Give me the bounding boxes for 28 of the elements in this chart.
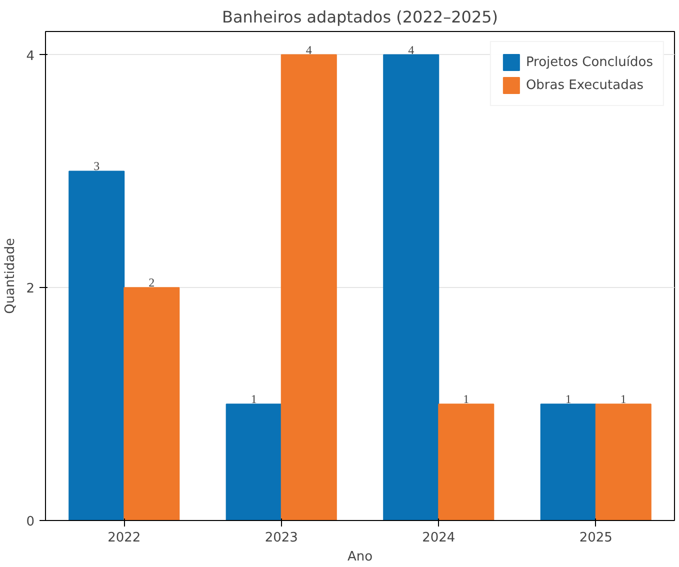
bar — [280, 54, 337, 520]
bar — [68, 170, 125, 520]
chart-title: Banheiros adaptados (2022–2025) — [222, 8, 498, 26]
x-axis-title: Ano — [347, 550, 373, 564]
x-tick-label: 2024 — [422, 530, 456, 546]
data-label: 2 — [148, 276, 155, 290]
bar — [438, 404, 494, 520]
y-tick-label: 0 — [26, 514, 35, 530]
bar — [383, 54, 440, 520]
bar — [540, 404, 596, 520]
legend-label: Obras Executadas — [526, 78, 644, 92]
bar — [226, 404, 282, 520]
y-axis-title: Quantidade — [3, 238, 18, 314]
y-tick-label: 4 — [26, 48, 35, 64]
data-label: 3 — [94, 159, 100, 174]
x-tick-label: 2022 — [108, 530, 141, 546]
data-label: 1 — [463, 392, 470, 406]
y-tick-label: 2 — [26, 282, 35, 297]
x-tick-label: 2023 — [264, 530, 298, 546]
data-label: 1 — [620, 392, 626, 406]
bar — [595, 404, 652, 520]
legend-label: Projetos Concluídos — [526, 54, 653, 70]
data-label: 1 — [565, 392, 572, 406]
data-label: 4 — [306, 42, 312, 57]
data-label: 4 — [408, 42, 414, 57]
data-label: 1 — [250, 392, 257, 406]
x-tick-label: 2025 — [579, 530, 612, 546]
bar — [124, 287, 180, 520]
